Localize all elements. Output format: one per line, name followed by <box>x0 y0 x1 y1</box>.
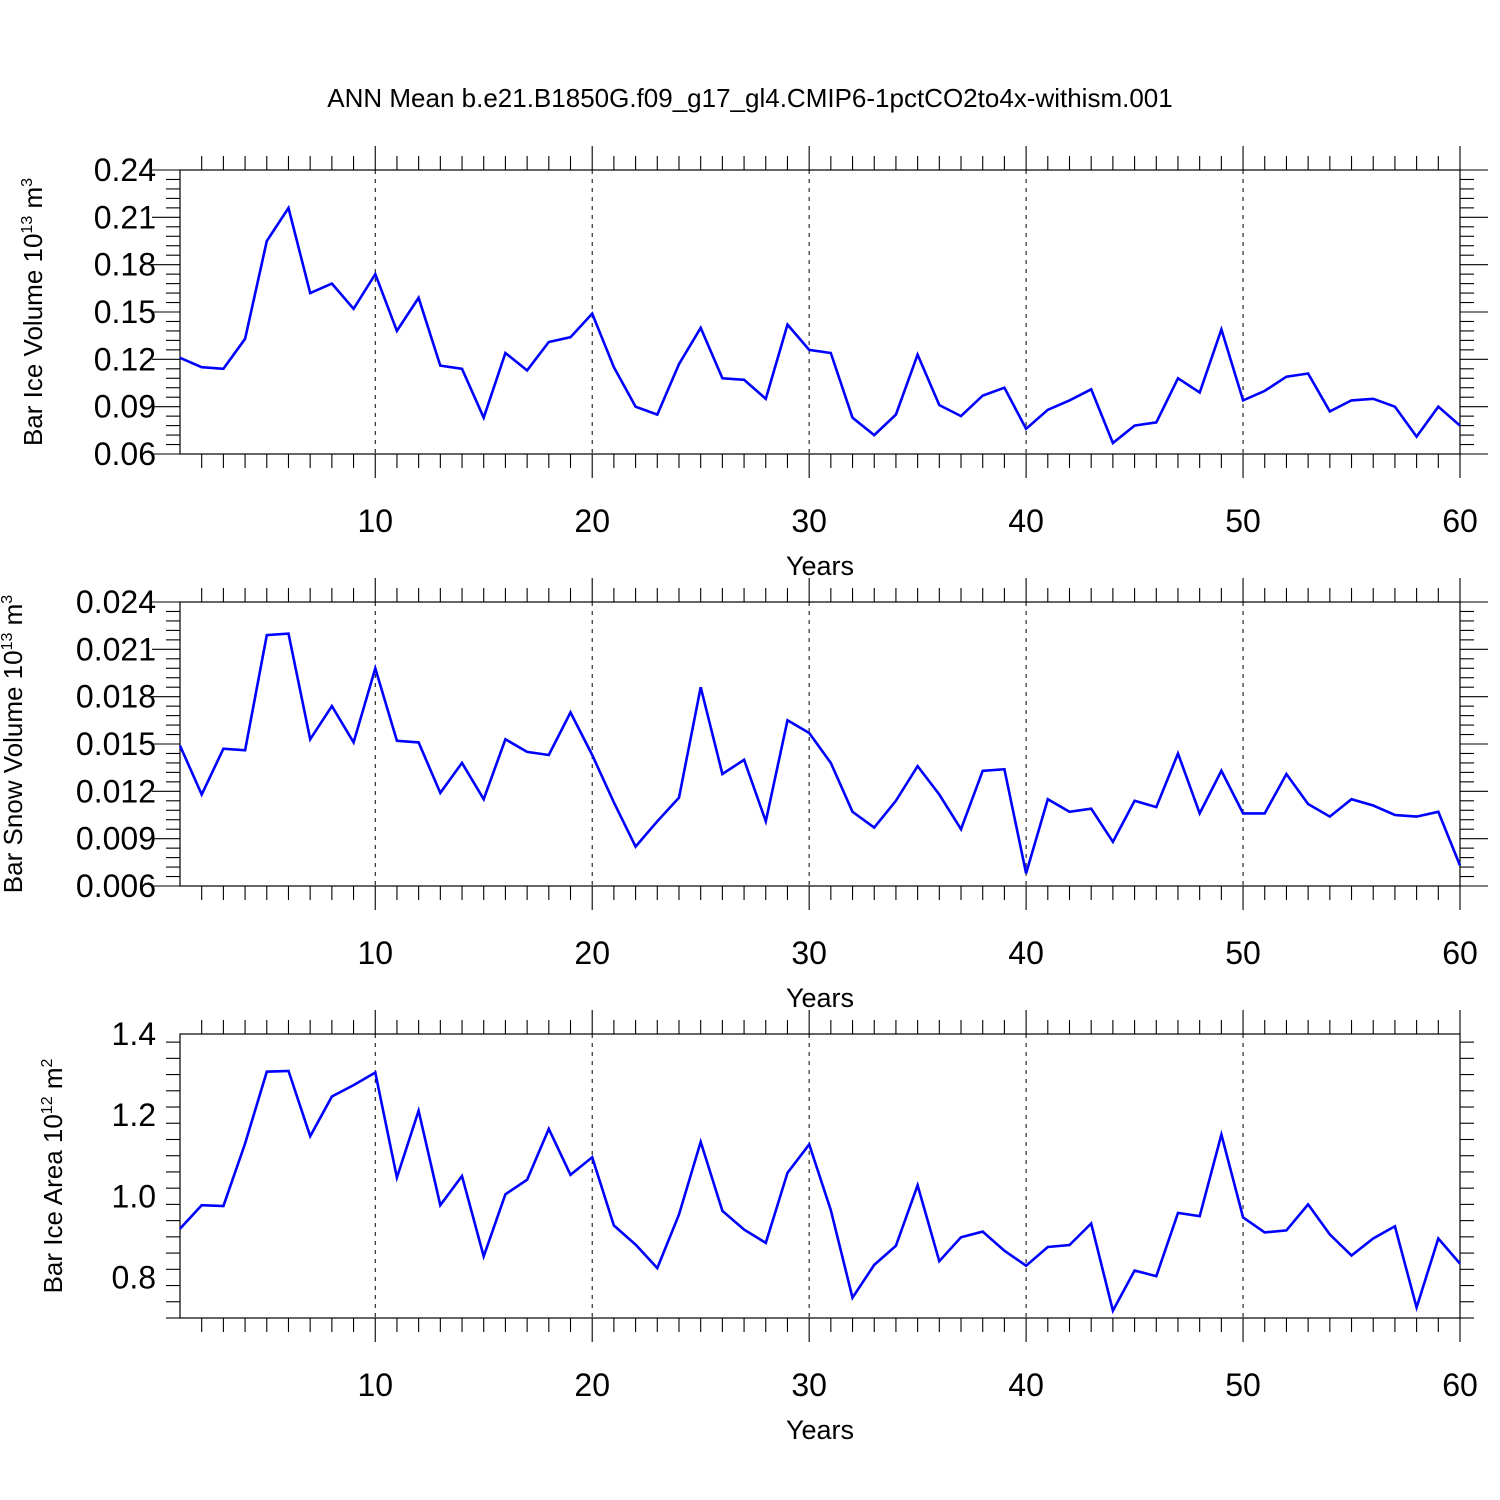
x-tick-label: 60 <box>1442 503 1478 539</box>
plot-frame <box>179 1033 1461 1319</box>
y-tick-label: 0.8 <box>112 1259 156 1295</box>
x-tick-label: 20 <box>574 1367 610 1403</box>
y-tick-label: 0.021 <box>76 631 156 667</box>
x-tick-label: 50 <box>1225 503 1261 539</box>
x-tick-label: 10 <box>357 1367 393 1403</box>
y-tick-label: 1.4 <box>112 1016 156 1052</box>
x-axis-label: Years <box>786 551 854 581</box>
y-tick-label: 0.18 <box>94 247 156 283</box>
y-tick-label: 0.12 <box>94 341 156 377</box>
y-tick-label: 0.15 <box>94 294 156 330</box>
x-tick-label: 40 <box>1008 1367 1044 1403</box>
panel-1: 0.06 0.09 0.12 0.15 0.18 0.21 0.24 10 20 30 40 50 60… <box>18 146 1488 581</box>
x-tick-label: 50 <box>1225 1367 1261 1403</box>
y-axis-label: Bar Ice Volume 1013 m3 <box>18 178 48 446</box>
series-line <box>179 204 1461 446</box>
x-tick-label: 60 <box>1442 1367 1478 1403</box>
y-tick-label: 0.018 <box>76 679 156 715</box>
panel-3: 0.8 1.0 1.2 1.4 10 20 30 40 50 60 Years Bar Ice Are… <box>38 1010 1478 1445</box>
y-tick-label: 0.24 <box>94 152 156 188</box>
x-tick-label: 20 <box>574 935 610 971</box>
series-line <box>178 632 1462 874</box>
y-axis-label: Bar Ice Area 1012 m2 <box>38 1058 68 1293</box>
y-tick-label: 0.015 <box>76 726 156 762</box>
y-tick-label: 1.2 <box>112 1097 156 1133</box>
x-tick-label: 30 <box>791 935 827 971</box>
series-line <box>179 1069 1461 1315</box>
x-tick-label: 40 <box>1008 935 1044 971</box>
x-tick-label: 10 <box>357 503 393 539</box>
x-tick-label: 40 <box>1008 503 1044 539</box>
panel-2: 0.006 0.009 0.012 0.015 0.018 0.021 0.024 10 20 3… <box>0 578 1488 1013</box>
y-tick-label: 0.09 <box>94 389 156 425</box>
x-axis-label: Years <box>786 1415 854 1445</box>
y-tick-label: 0.006 <box>76 868 156 904</box>
y-tick-label: 1.0 <box>112 1178 156 1214</box>
y-tick-label: 0.012 <box>76 773 156 809</box>
x-tick-label: 60 <box>1442 935 1478 971</box>
x-tick-label: 30 <box>791 1367 827 1403</box>
x-tick-label: 10 <box>357 935 393 971</box>
y-tick-label: 0.06 <box>94 436 156 472</box>
figure-title: ANN Mean b.e21.B1850G.f09_g17_gl4.CMIP6-… <box>327 83 1172 113</box>
y-tick-label: 0.009 <box>76 821 156 857</box>
x-tick-label: 50 <box>1225 935 1261 971</box>
y-axis-label: Bar Snow Volume 1013 m3 <box>0 595 28 894</box>
y-tick-label: 0.024 <box>76 584 156 620</box>
x-tick-label: 20 <box>574 503 610 539</box>
x-tick-label: 30 <box>791 503 827 539</box>
x-axis-label: Years <box>786 983 854 1013</box>
y-tick-label: 0.21 <box>94 199 156 235</box>
